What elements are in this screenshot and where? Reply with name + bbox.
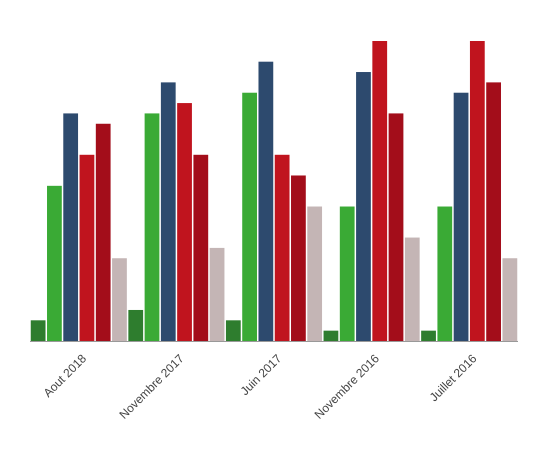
bar-s5-juin-2017	[291, 175, 306, 341]
x-tick-label: Juillet 2016	[427, 351, 480, 404]
bar-s3-novembre-2016	[356, 72, 371, 341]
bar-s2-novembre-2016	[339, 206, 355, 341]
bar-s5-novembre-2016	[388, 113, 404, 341]
x-tick-label: Aout 2018	[41, 351, 90, 400]
bar-s1-novembre-2017	[128, 309, 144, 341]
bar-s5-novembre-2017	[193, 154, 209, 341]
bar-s6-novembre-2017	[209, 247, 225, 341]
bar-s2-aout-2018	[47, 185, 62, 341]
bar-s3-aout-2018	[63, 113, 79, 341]
bar-s4-novembre-2017	[177, 103, 192, 341]
bar-s1-novembre-2016	[323, 330, 339, 341]
bar-s3-juillet-2016	[453, 92, 469, 341]
bar-s2-juillet-2016	[437, 206, 453, 341]
bar-s1-juin-2017	[225, 320, 241, 341]
x-tick-label: Novembre 2017	[116, 351, 187, 422]
bar-s6-novembre-2016	[404, 237, 420, 341]
bar-s4-novembre-2016	[372, 41, 388, 341]
bar-s1-juillet-2016	[421, 330, 436, 341]
x-tick-label: Juin 2017	[238, 351, 285, 398]
bar-s3-juin-2017	[258, 61, 274, 341]
bar-s6-aout-2018	[112, 258, 127, 341]
bar-s2-juin-2017	[242, 92, 257, 341]
bar-s4-juillet-2016	[469, 41, 485, 341]
bar-s1-aout-2018	[30, 320, 46, 341]
bar-s4-aout-2018	[79, 154, 95, 341]
bar-s3-novembre-2017	[160, 82, 176, 341]
x-tick-labels: Aout 2018 Novembre 2017 Juin 2017 Novembre …	[41, 351, 480, 422]
bars-layer	[30, 41, 518, 341]
x-tick-label: Novembre 2016	[312, 351, 383, 422]
bar-s6-juin-2017	[307, 206, 323, 341]
bar-s5-aout-2018	[95, 123, 111, 341]
bar-s5-juillet-2016	[486, 82, 501, 341]
bar-s6-juillet-2016	[502, 258, 518, 341]
bar-s4-juin-2017	[274, 154, 290, 341]
bar-s2-novembre-2017	[144, 113, 160, 341]
